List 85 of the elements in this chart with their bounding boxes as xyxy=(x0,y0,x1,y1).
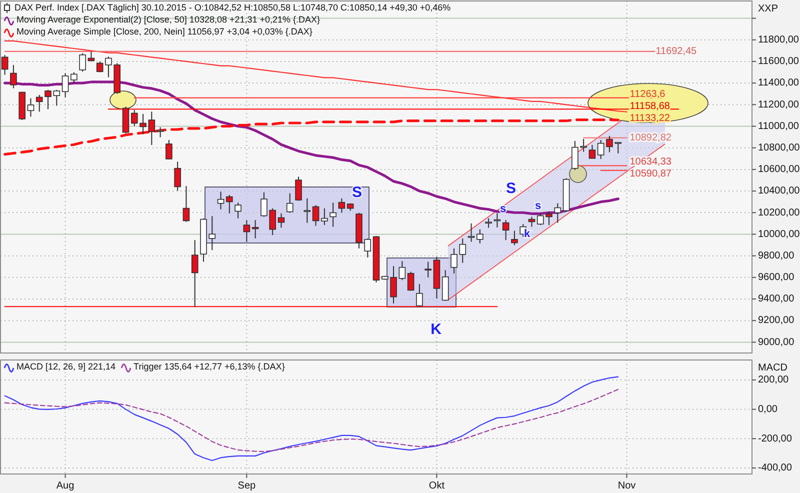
candlestick xyxy=(528,216,536,228)
candlestick xyxy=(252,220,259,239)
candlestick xyxy=(468,222,475,242)
data-label: 10590,87 xyxy=(630,168,672,180)
line-series xyxy=(4,118,620,156)
candlestick xyxy=(10,64,17,89)
candlestick xyxy=(79,52,86,72)
candlestick xyxy=(312,204,320,226)
legend-label: Trigger 135,64 +12,77 +6,13% {.DAX} xyxy=(134,361,285,372)
legend-label: Moving Average Exponential(2) [Close, 50] 10328,08 +21,31 +0,21% {.DAX} xyxy=(16,14,320,24)
y-tick-label: 200,00 xyxy=(758,374,790,386)
y-tick-label: 11200,00 xyxy=(758,99,800,110)
candlestick xyxy=(442,270,449,302)
candlestick xyxy=(502,220,510,241)
data-label: 11263,6 xyxy=(630,88,666,100)
candlestick xyxy=(191,240,198,308)
candlestick xyxy=(588,144,596,160)
candlestick xyxy=(156,126,164,138)
candlestick xyxy=(182,186,190,222)
candlestick xyxy=(398,260,406,281)
candlestick xyxy=(217,191,224,210)
y-tick-label: 10000,00 xyxy=(758,228,800,240)
candlestick xyxy=(476,228,484,244)
annotation: S xyxy=(352,184,362,201)
y-tick-label: 10600,00 xyxy=(758,164,800,176)
y-tick-label: 9400,00 xyxy=(758,294,795,305)
x-tick-label: Nov xyxy=(618,480,636,492)
candlestick xyxy=(174,161,181,192)
y-tick-label: -200,00 xyxy=(758,433,792,444)
x-tick-label: Sep xyxy=(238,480,256,492)
x-tick-label: Aug xyxy=(56,480,74,492)
y-tick-label: -400,00 xyxy=(758,462,792,474)
candlestick xyxy=(321,208,328,226)
y-tick-label: 10800,00 xyxy=(758,142,800,154)
y-tick-label: 11000,00 xyxy=(758,120,800,132)
line-series xyxy=(4,40,628,112)
candlestick xyxy=(234,202,242,219)
candlestick xyxy=(554,202,562,224)
chart-title: DAX Perf. Index [.DAX Täglich] 30.10.2015 - O:10842,52 H:10850,58 L:10748,70 C:10850,14 +49,30 +0,46% xyxy=(14,2,451,12)
candlestick xyxy=(416,284,423,308)
annotation: k xyxy=(524,228,531,240)
y-tick-label: 9600,00 xyxy=(758,272,795,284)
annotation: S xyxy=(506,180,516,197)
annotation: s xyxy=(534,200,542,212)
candlestick xyxy=(96,61,104,73)
candlestick xyxy=(295,176,302,202)
y-tick-label: 11400,00 xyxy=(758,78,800,89)
y-tick-label: 9200,00 xyxy=(758,315,795,326)
candlestick xyxy=(304,198,311,224)
legend-label: Moving Average Simple [Close, 200, Nein] 11056,97 +3,04 +0,03% {.DAX} xyxy=(16,26,312,36)
y-tick-label: 0,00 xyxy=(758,404,778,415)
candlestick xyxy=(148,111,156,146)
y-tick-label: 9800,00 xyxy=(758,250,795,262)
candlestick xyxy=(485,218,492,228)
candlestick xyxy=(424,261,432,278)
y-tick-label: 9000,00 xyxy=(758,336,795,348)
candlestick xyxy=(62,72,69,98)
candlestick xyxy=(1,54,8,76)
y-axis-title: MACD xyxy=(758,362,788,374)
line-series xyxy=(4,376,619,462)
candlestick xyxy=(278,212,285,228)
candlestick xyxy=(407,271,414,292)
candlestick xyxy=(70,72,78,84)
candlestick xyxy=(166,139,172,160)
data-label: 11133,22 xyxy=(630,112,670,124)
candlestick xyxy=(286,192,294,214)
candlestick xyxy=(330,202,336,228)
y-tick-label: 11800,00 xyxy=(758,34,800,46)
candlestick xyxy=(511,230,518,246)
candlestick xyxy=(88,51,95,62)
annotation: K xyxy=(430,320,442,338)
data-label: 10892,82 xyxy=(630,132,672,144)
x-tick-label: Okt xyxy=(428,480,445,492)
candlestick xyxy=(27,98,34,118)
candlestick xyxy=(243,220,250,242)
legend-label: MACD [12, 26, 9] 221,14 xyxy=(16,361,116,372)
candlestick xyxy=(597,139,604,160)
line-series xyxy=(4,388,619,452)
y-axis-title: XXP xyxy=(758,4,778,15)
candlestick xyxy=(338,198,346,214)
y-tick-label: 10400,00 xyxy=(758,186,800,197)
candlestick xyxy=(36,94,43,112)
candlestick xyxy=(226,194,233,214)
y-tick-label: 10200,00 xyxy=(758,207,800,218)
y-tick-label: 11600,00 xyxy=(758,56,800,68)
